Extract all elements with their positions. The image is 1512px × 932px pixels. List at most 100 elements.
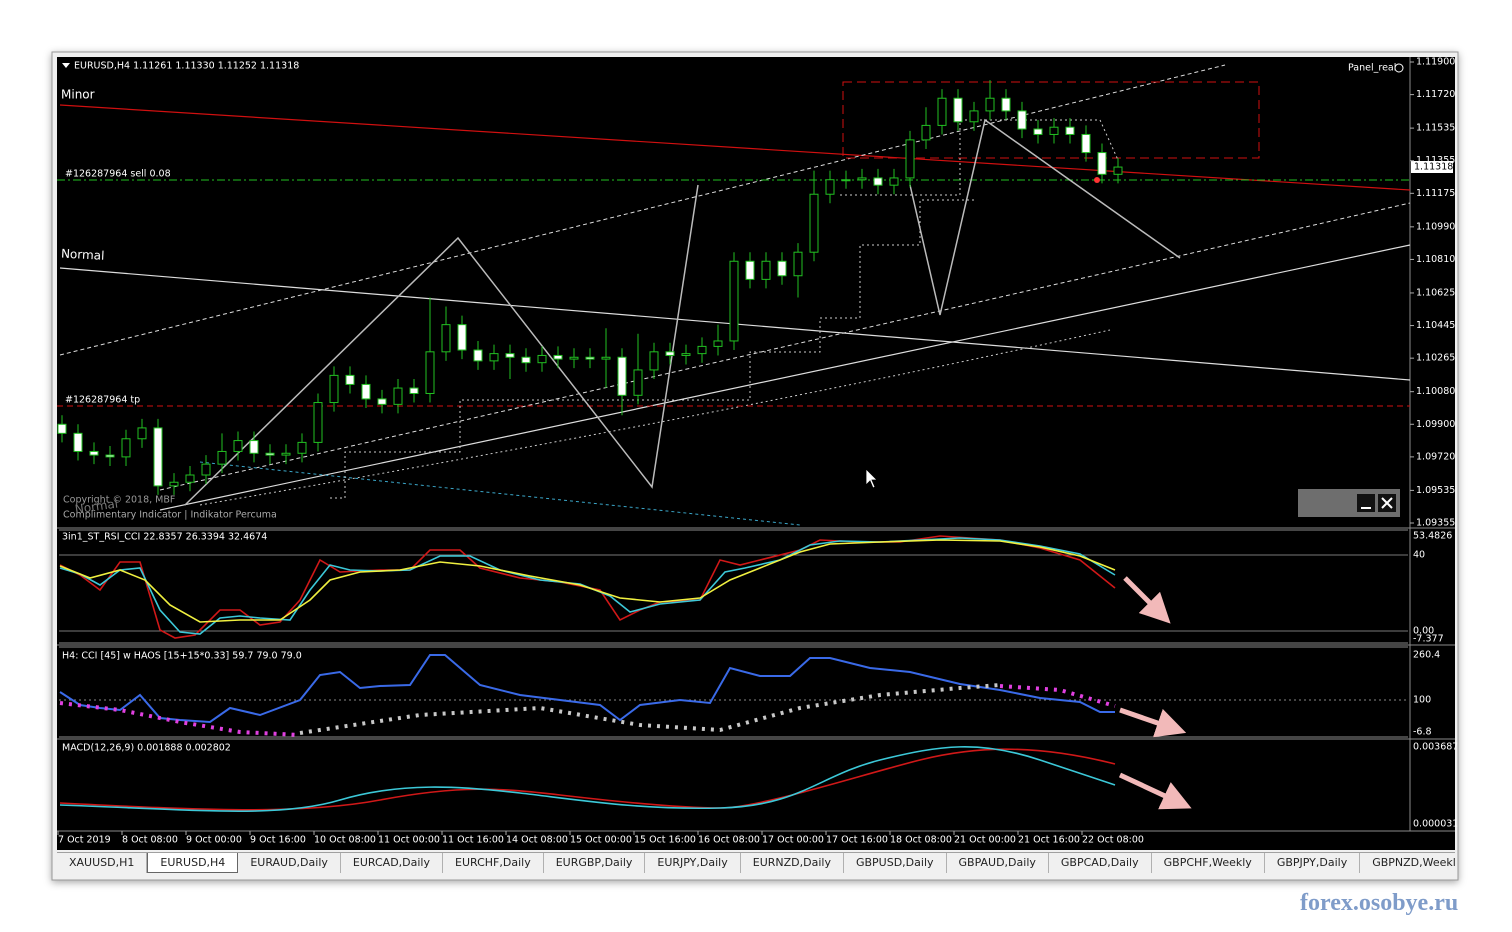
current-price-box bbox=[1411, 161, 1453, 173]
candle-body bbox=[1097, 152, 1107, 175]
candle-body bbox=[169, 481, 179, 487]
trend-line bbox=[184, 184, 699, 506]
candle-body bbox=[201, 463, 211, 476]
indicator-line bbox=[59, 748, 1116, 811]
price-label: 1.09535 bbox=[1416, 485, 1455, 496]
candle-body bbox=[249, 440, 259, 454]
indicator-line bbox=[299, 683, 1001, 735]
candle-body bbox=[505, 353, 515, 358]
candle-body bbox=[745, 260, 755, 280]
trend-line bbox=[159, 244, 1411, 511]
chart-tab[interactable]: EURNZD,Daily bbox=[741, 853, 844, 873]
candle-body bbox=[633, 369, 643, 396]
price-label: 1.10265 bbox=[1416, 353, 1455, 364]
minimize-button[interactable] bbox=[1357, 494, 1375, 512]
candle-body bbox=[409, 387, 419, 394]
price-label: 1.11175 bbox=[1416, 188, 1455, 199]
tab-bar: XAUUSD,H1 EURUSD,H4 EURAUD,Daily EURCAD,Dai… bbox=[57, 852, 1455, 873]
chart-tab[interactable]: EURJPY,Daily bbox=[645, 853, 741, 873]
price-label: 1.11720 bbox=[1416, 89, 1455, 100]
candle-body bbox=[361, 383, 371, 400]
chart-tab[interactable]: GBPAUD,Daily bbox=[947, 853, 1049, 873]
candle-body bbox=[441, 324, 451, 353]
candle-body bbox=[937, 97, 947, 126]
candle-body bbox=[921, 124, 931, 141]
candle-body bbox=[985, 97, 995, 112]
annotation-arrow bbox=[1118, 772, 1192, 810]
candle-body bbox=[1033, 128, 1043, 135]
chart-tab[interactable]: EURUSD,H4 bbox=[147, 853, 239, 873]
trend-line bbox=[159, 202, 1411, 491]
candle-body bbox=[537, 354, 547, 364]
chart-tab[interactable]: GBPUSD,Daily bbox=[844, 853, 947, 873]
chart-tab[interactable]: GBPCHF,Weekly bbox=[1152, 853, 1265, 873]
candle-body bbox=[105, 454, 115, 458]
close-button bbox=[1381, 497, 1393, 509]
time-label: 9 Oct 00:00 bbox=[186, 835, 242, 846]
close-button[interactable] bbox=[1378, 494, 1396, 512]
panel-icon[interactable] bbox=[1394, 63, 1404, 73]
minimize-button bbox=[1357, 494, 1375, 512]
trend-line bbox=[199, 461, 801, 526]
chart-tab[interactable]: GBPCAD,Daily bbox=[1049, 853, 1152, 873]
candle-body bbox=[969, 110, 979, 123]
normal-label: Normal bbox=[61, 247, 105, 263]
candle-body bbox=[601, 356, 611, 360]
minor-label: Minor bbox=[61, 88, 95, 102]
candle-body bbox=[713, 340, 723, 347]
candle-body bbox=[905, 139, 915, 179]
indicator-axis-label: 260.4 bbox=[1413, 650, 1440, 661]
chart-tab[interactable]: EURCAD,Daily bbox=[341, 853, 443, 873]
pane-separator bbox=[57, 57, 1455, 832]
price-label: 1.10990 bbox=[1416, 221, 1455, 232]
indicator-axis-label: 40 bbox=[1413, 550, 1425, 561]
candle-body bbox=[457, 324, 467, 351]
candle-body bbox=[489, 353, 499, 362]
candle-body bbox=[649, 351, 659, 371]
candle-body bbox=[681, 353, 691, 356]
candle-body bbox=[233, 440, 243, 452]
candle-body bbox=[1065, 126, 1075, 135]
trend-line bbox=[59, 104, 1411, 191]
candle-body bbox=[297, 441, 307, 454]
copyright: Copyright © 2018, MBF bbox=[63, 495, 175, 506]
price-label: 1.09720 bbox=[1416, 451, 1455, 462]
trend-line bbox=[199, 329, 1111, 506]
chart-tab[interactable]: EURAUD,Daily bbox=[238, 853, 341, 873]
candle-body bbox=[281, 452, 291, 456]
chart-tab[interactable]: EURGBP,Daily bbox=[544, 853, 646, 873]
chart-tab[interactable]: XAUUSD,H1 bbox=[57, 853, 148, 873]
price-label: 1.10810 bbox=[1416, 254, 1455, 265]
candle-body bbox=[825, 179, 835, 195]
panel-label: Panel_real bbox=[1348, 63, 1396, 74]
candle-body bbox=[1081, 133, 1091, 154]
indicator-axis-label: 0.00 bbox=[1413, 626, 1434, 637]
mouse-cursor bbox=[865, 468, 878, 489]
candle-body bbox=[857, 177, 867, 181]
candle-body bbox=[473, 349, 483, 362]
annotation-arrow bbox=[1119, 707, 1187, 738]
dropdown-icon[interactable] bbox=[62, 63, 70, 68]
annotation-arrow bbox=[1123, 576, 1171, 624]
chart-tab[interactable]: GBPJPY,Daily bbox=[1265, 853, 1361, 873]
time-label: 17 Oct 16:00 bbox=[826, 835, 888, 846]
price-label: 1.10080 bbox=[1416, 386, 1455, 397]
time-label: 11 Oct 16:00 bbox=[442, 835, 504, 846]
candle-body bbox=[57, 423, 67, 434]
indicator-line bbox=[59, 654, 1115, 724]
time-label: 16 Oct 08:00 bbox=[698, 835, 760, 846]
candle-body bbox=[153, 427, 163, 487]
indicator-lines bbox=[59, 535, 1408, 812]
candle-body bbox=[89, 450, 99, 456]
watermark: forex.osobye.ru bbox=[1300, 890, 1459, 916]
time-label: 18 Oct 08:00 bbox=[890, 835, 952, 846]
time-label: 17 Oct 00:00 bbox=[762, 835, 824, 846]
price-label: 1.09355 bbox=[1416, 518, 1455, 529]
time-label: 14 Oct 08:00 bbox=[506, 835, 568, 846]
candle-body bbox=[953, 97, 963, 123]
trend-lines bbox=[57, 64, 1411, 526]
chart-tab[interactable]: GBPNZD,Weekly bbox=[1360, 853, 1455, 873]
chart-tab[interactable]: EURCHF,Daily bbox=[443, 853, 544, 873]
indicator-line bbox=[999, 684, 1116, 708]
